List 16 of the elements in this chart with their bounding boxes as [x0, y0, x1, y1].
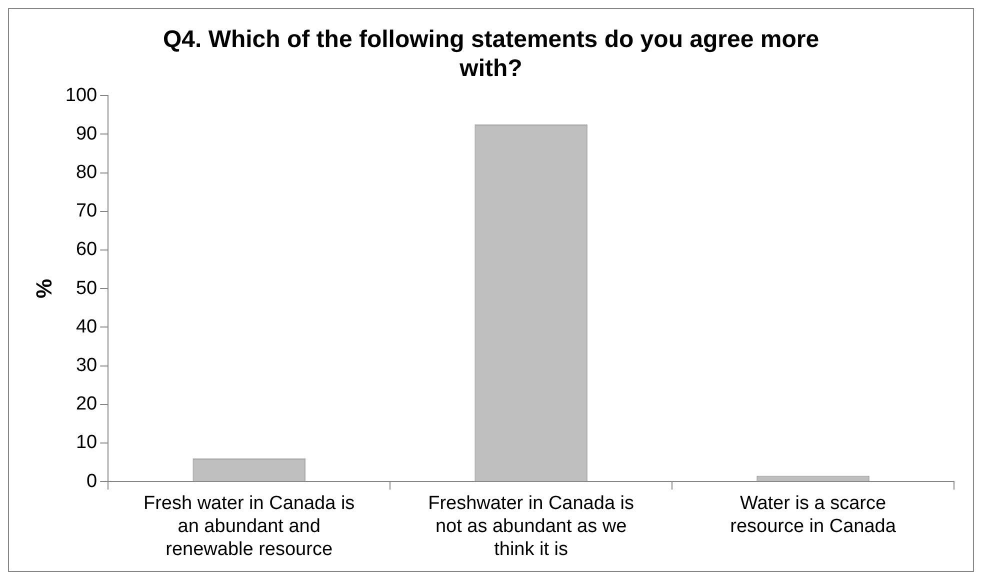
y-tick-label: 80 [76, 162, 98, 184]
x-tick-label: Fresh water in Canada is an abundant and renewable resource [143, 493, 355, 560]
y-tick-label: 90 [76, 123, 98, 144]
y-tick-label: 10 [76, 432, 98, 454]
x-tick-label: Freshwater in Canada is not as abundant as we think it is [428, 493, 634, 560]
y-tick-label: 0 [86, 470, 98, 492]
y-tick-label: 20 [76, 394, 98, 415]
y-tick-label: 30 [76, 355, 98, 376]
x-tick-label: Water is a scarce resource in Canada [730, 493, 896, 538]
y-tick-label: 40 [76, 316, 98, 338]
y-tick-label: 50 [76, 278, 98, 299]
y-tick-label: 60 [76, 239, 98, 260]
y-axis-title: % [31, 278, 56, 298]
y-tick-label: 100 [65, 84, 98, 106]
chart-title: Q4. Which of the following statements do you agree more with? [162, 26, 820, 82]
y-tick-label: 70 [76, 200, 98, 222]
